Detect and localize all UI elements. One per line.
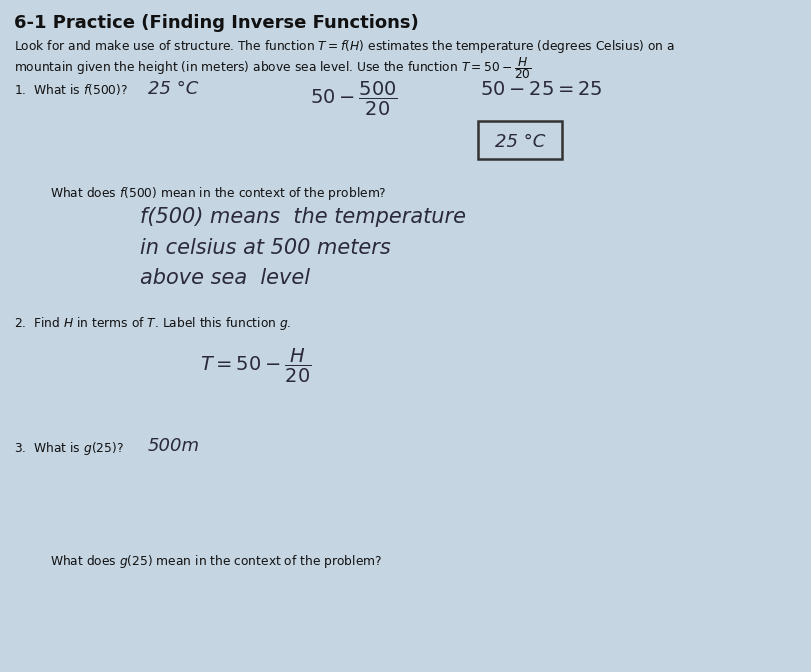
Text: 500m: 500m: [148, 437, 200, 455]
Text: $T=50-\dfrac{H}{20}$: $T=50-\dfrac{H}{20}$: [200, 347, 311, 385]
FancyBboxPatch shape: [478, 121, 562, 159]
Text: mountain given the height (in meters) above sea level. Use the function $T = 50 : mountain given the height (in meters) ab…: [14, 55, 532, 81]
Text: $50-25=25$: $50-25=25$: [480, 80, 603, 99]
Text: 6-1 Practice (Finding Inverse Functions): 6-1 Practice (Finding Inverse Functions): [14, 14, 418, 32]
Text: 1.  What is $f(500)$?: 1. What is $f(500)$?: [14, 82, 133, 97]
Text: 25 °C: 25 °C: [495, 133, 545, 151]
Text: f(500) means  the temperature: f(500) means the temperature: [140, 207, 466, 227]
Text: above sea  level: above sea level: [140, 268, 310, 288]
Text: What does $g(25)$ mean in the context of the problem?: What does $g(25)$ mean in the context of…: [50, 553, 382, 570]
Text: What does $f(500)$ mean in the context of the problem?: What does $f(500)$ mean in the context o…: [50, 185, 387, 202]
Text: 2.  Find $H$ in terms of $T$. Label this function $g$.: 2. Find $H$ in terms of $T$. Label this …: [14, 315, 291, 332]
Text: 25 °C: 25 °C: [148, 80, 199, 98]
Text: $50-\dfrac{500}{20}$: $50-\dfrac{500}{20}$: [310, 80, 398, 118]
Text: 3.  What is $g(25)$?: 3. What is $g(25)$?: [14, 440, 129, 457]
Text: Look for and make use of structure. The function $T=f(H)$ estimates the temperat: Look for and make use of structure. The …: [14, 38, 675, 55]
Text: in celsius at 500 meters: in celsius at 500 meters: [140, 238, 391, 258]
